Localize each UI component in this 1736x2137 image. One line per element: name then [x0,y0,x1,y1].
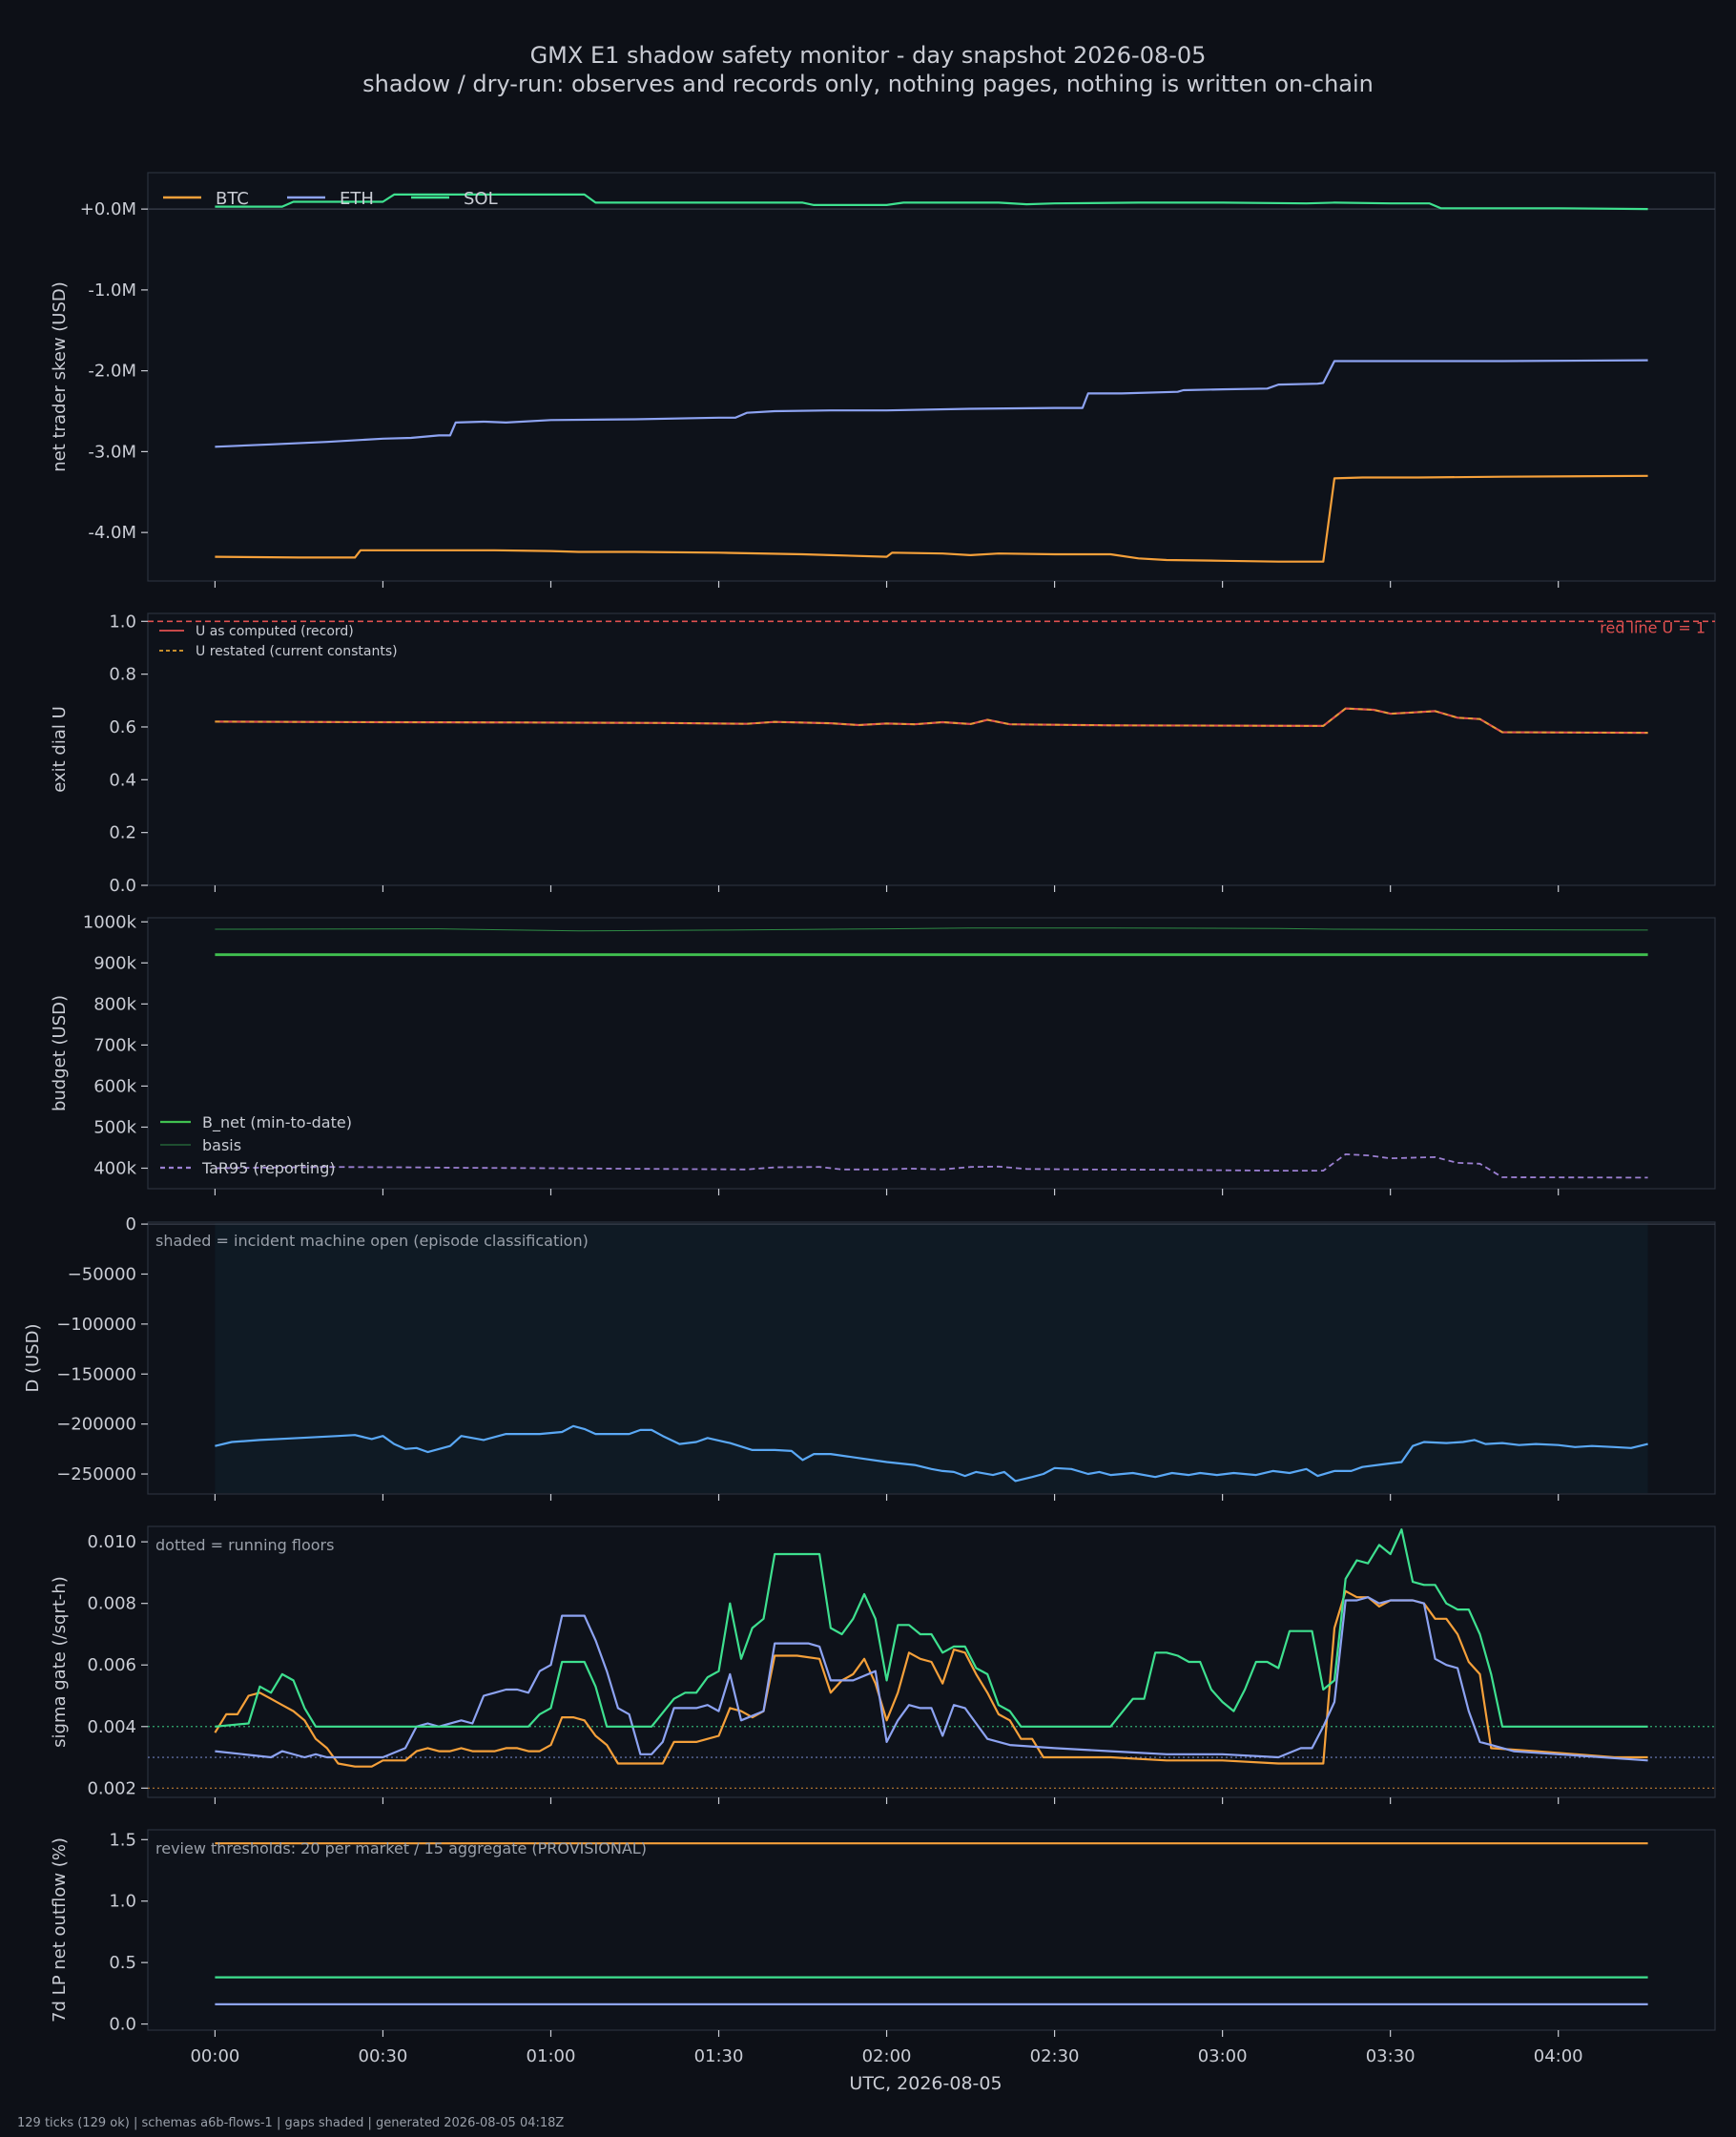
x-tick-label: 02:00 [862,2046,912,2066]
y-tick-label: 1000k [83,912,137,932]
panel-annotation: review thresholds: 20 per market / 15 ag… [155,1839,647,1857]
incident-shade [215,1223,1648,1493]
y-tick-label: 0.5 [109,1953,136,1973]
y-tick-label: −150000 [56,1364,136,1384]
legend-label: basis [202,1136,241,1154]
series-line-sol [215,193,1648,211]
legend-label: SOL [464,189,498,209]
series-line-tar95-reporting- [215,1153,1648,1179]
x-tick-label: 04:00 [1534,2046,1583,2066]
y-tick-label: 0.0 [109,876,136,896]
panel-budget: 400k 500k 600k 700k 800k 900k 1000k budget (USD… [50,912,1716,1195]
x-tick-label: 00:00 [190,2046,239,2066]
series-line-u-restated-current-constants- [215,707,1648,734]
y-axis-label: 7d LP net outflow (%) [50,1837,70,2023]
panel-sigma: 0.002 0.004 0.006 0.008 0.010 sigma gate (/sq… [50,1525,1716,1804]
panel-exit: 0.0 0.2 0.4 0.6 0.8 1.0 exit dial U red line U … [50,612,1716,896]
y-tick-label: −50000 [68,1264,136,1284]
x-tick-label: 01:00 [527,2046,576,2066]
x-tick-label: 03:30 [1366,2046,1416,2066]
y-tick-label: -2.0M [88,362,136,382]
panel-frame [147,917,1716,1190]
y-axis-label: budget (USD) [50,995,70,1111]
y-tick-label: 0.008 [87,1594,136,1614]
legend-label: TaR95 (reporting) [201,1159,336,1177]
y-tick-label: 400k [93,1158,136,1178]
figure-subtitle: shadow / dry-run: observes and records o… [362,71,1374,97]
legend-label: U restated (current constants) [196,644,398,659]
panel-frame [147,612,1716,886]
series-line-btc [215,474,1648,563]
y-tick-label: 0 [126,1214,136,1234]
panels: +0.0M -1.0M -2.0M -3.0M -4.0M net trader skew… [23,172,1716,2066]
y-tick-label: 800k [93,994,136,1014]
y-axis-label: D (USD) [23,1323,43,1392]
panel-outflow: 0.0 0.5 1.0 1.5 7d LP net outflow (%) review … [50,1829,1716,2037]
y-tick-label: 1.0 [109,1892,136,1912]
panel-skew: +0.0M -1.0M -2.0M -3.0M -4.0M net trader skew… [50,172,1716,588]
series-line-eth [215,1596,1648,1762]
panel-frame [147,172,1716,582]
y-tick-label: 700k [93,1035,136,1055]
x-tick-label: 01:30 [694,2046,744,2066]
y-tick-label: 0.2 [109,823,136,843]
y-tick-label: 0.010 [87,1532,136,1552]
y-tick-label: −250000 [56,1464,136,1484]
series-line-d [215,1424,1648,1483]
y-tick-label: -4.0M [88,523,136,543]
y-tick-label: −100000 [56,1315,136,1335]
y-tick-label: 0.6 [109,717,136,737]
y-tick-label: 600k [93,1076,136,1096]
y-tick-label: 1.0 [109,612,136,632]
panel-annotation: dotted = running floors [155,1536,334,1554]
legend-label: B_net (min-to-date) [202,1113,352,1132]
y-tick-label: 0.006 [87,1655,136,1675]
x-tick-label: 00:30 [359,2046,408,2066]
series-line-basis [215,927,1648,932]
y-tick-label: 0.8 [109,665,136,685]
y-tick-label: 0.0 [109,2015,136,2035]
panel-annotation: shaded = incident machine open (episode … [155,1232,589,1250]
y-tick-label: 1.5 [109,1830,136,1850]
y-tick-label: 0.004 [87,1717,136,1737]
legend-label: BTC [216,189,249,209]
panel-frame [147,1829,1716,2031]
x-tick-label: 02:30 [1030,2046,1080,2066]
legend-label: ETH [340,189,374,209]
y-tick-label: -1.0M [88,280,136,301]
red-line-annotation: red line U = 1 [1600,618,1705,636]
panel-d: 0 −50000 −100000 −150000 −200000 −250000 D (US… [23,1214,1716,1501]
y-tick-label: 0.4 [109,770,136,790]
y-tick-label: 500k [93,1117,136,1137]
legend-label: U as computed (record) [196,624,354,639]
series-line-sol [215,1528,1648,1728]
y-axis-label: exit dial U [50,706,70,793]
series-line-eth [215,359,1648,448]
y-tick-label: −200000 [56,1415,136,1435]
y-tick-label: +0.0M [80,199,136,219]
footer-status: 129 ticks (129 ok) | schemas a6b-flows-1… [17,2116,564,2130]
x-tick-label: 03:00 [1198,2046,1248,2066]
y-axis-label: net trader skew (USD) [50,281,70,472]
y-axis-label: sigma gate (/sqrt-h) [50,1576,70,1748]
figure-title: GMX E1 shadow safety monitor - day snaps… [530,42,1207,69]
y-tick-label: -3.0M [88,442,136,462]
y-tick-label: 900k [93,953,136,973]
y-tick-label: 0.002 [87,1778,136,1798]
x-axis-label: UTC, 2026-08-05 [849,2073,1002,2094]
